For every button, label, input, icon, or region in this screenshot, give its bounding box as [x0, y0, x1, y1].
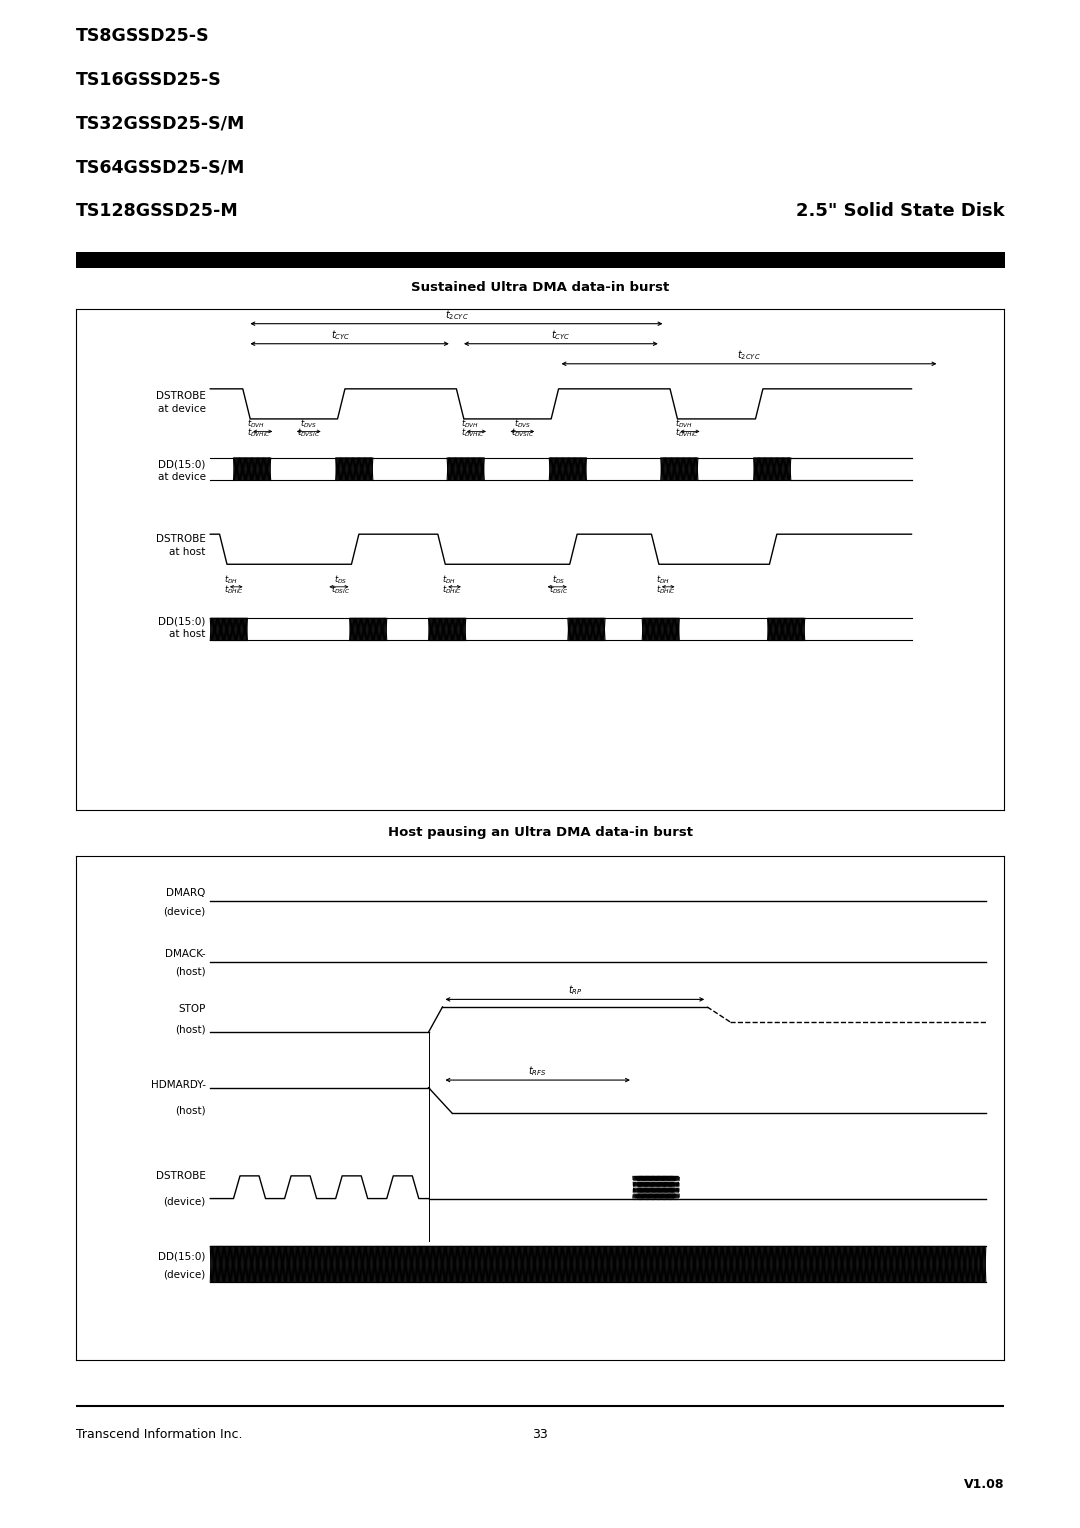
Text: $t_{DVS}$: $t_{DVS}$ — [514, 419, 531, 431]
Text: TS8GSSD25-S: TS8GSSD25-S — [76, 28, 210, 46]
Text: Host pausing an Ultra DMA data-in burst: Host pausing an Ultra DMA data-in burst — [388, 827, 692, 839]
Text: $t_{DVHIC}$: $t_{DVHIC}$ — [675, 426, 699, 439]
Text: $t_{DH}$: $t_{DH}$ — [443, 573, 457, 585]
Text: $t_{DVH}$: $t_{DVH}$ — [247, 419, 266, 431]
Text: $t_{DS}$: $t_{DS}$ — [552, 573, 565, 585]
Text: $t_{DVSIC}$: $t_{DVSIC}$ — [511, 426, 534, 439]
Text: $t_{DSIC}$: $t_{DSIC}$ — [330, 584, 350, 596]
Text: 2.5" Solid State Disk: 2.5" Solid State Disk — [796, 202, 1004, 220]
Text: (device): (device) — [163, 1270, 205, 1279]
Text: DD(15:0): DD(15:0) — [159, 458, 205, 469]
Text: DSTROBE: DSTROBE — [156, 535, 205, 544]
Text: STOP: STOP — [178, 1004, 205, 1015]
Text: TS128GSSD25-M: TS128GSSD25-M — [76, 202, 239, 220]
Text: DD(15:0): DD(15:0) — [159, 1251, 205, 1262]
Text: at device: at device — [158, 472, 205, 481]
Text: $t_{CYC}$: $t_{CYC}$ — [551, 329, 570, 342]
Text: DSTROBE: DSTROBE — [156, 1170, 205, 1181]
Text: at host: at host — [170, 547, 205, 556]
Text: TS16GSSD25-S: TS16GSSD25-S — [76, 70, 221, 89]
Text: $t_{DSIC}$: $t_{DSIC}$ — [549, 584, 568, 596]
Text: (device): (device) — [163, 906, 205, 917]
Text: $t_{DHIC}$: $t_{DHIC}$ — [657, 584, 676, 596]
Text: $t_{DHIC}$: $t_{DHIC}$ — [443, 584, 462, 596]
Text: Sustained Ultra DMA data-in burst: Sustained Ultra DMA data-in burst — [410, 281, 670, 293]
Text: DMARQ: DMARQ — [166, 888, 205, 898]
Text: HDMARDY-: HDMARDY- — [150, 1080, 205, 1089]
Text: DD(15:0): DD(15:0) — [159, 617, 205, 626]
Text: $t_{DVHIC}$: $t_{DVHIC}$ — [461, 426, 485, 439]
Text: $t_{DVS}$: $t_{DVS}$ — [300, 419, 318, 431]
Text: $t_{DVSIC}$: $t_{DVSIC}$ — [297, 426, 321, 439]
Text: $t_{DVHIC}$: $t_{DVHIC}$ — [247, 426, 271, 439]
Text: (device): (device) — [163, 1196, 205, 1206]
Text: TS32GSSD25-S/M: TS32GSSD25-S/M — [76, 115, 245, 133]
Text: 33: 33 — [532, 1427, 548, 1441]
Text: at device: at device — [158, 403, 205, 414]
Text: $t_{DVH}$: $t_{DVH}$ — [675, 419, 692, 431]
Text: TS64GSSD25-S/M: TS64GSSD25-S/M — [76, 159, 245, 177]
Text: $t_{2CYC}$: $t_{2CYC}$ — [445, 309, 469, 322]
Text: (host): (host) — [175, 1025, 205, 1034]
Text: $t_{RP}$: $t_{RP}$ — [567, 983, 582, 996]
Text: at host: at host — [170, 630, 205, 639]
Text: DMACK-: DMACK- — [165, 949, 205, 960]
Text: $t_{DVH}$: $t_{DVH}$ — [461, 419, 480, 431]
Text: DSTROBE: DSTROBE — [156, 391, 205, 402]
Text: (host): (host) — [175, 967, 205, 976]
Text: $t_{CYC}$: $t_{CYC}$ — [330, 329, 350, 342]
Text: (host): (host) — [175, 1105, 205, 1115]
Text: Transcend Information Inc.: Transcend Information Inc. — [76, 1427, 242, 1441]
Text: V1.08: V1.08 — [963, 1478, 1004, 1491]
Text: $t_{DS}$: $t_{DS}$ — [334, 573, 347, 585]
Text: $t_{DHIC}$: $t_{DHIC}$ — [225, 584, 244, 596]
Text: $t_{RFS}$: $t_{RFS}$ — [528, 1063, 546, 1077]
Text: $t_{DH}$: $t_{DH}$ — [657, 573, 671, 585]
Text: $t_{2CYC}$: $t_{2CYC}$ — [737, 348, 761, 362]
Text: $t_{DH}$: $t_{DH}$ — [225, 573, 239, 585]
